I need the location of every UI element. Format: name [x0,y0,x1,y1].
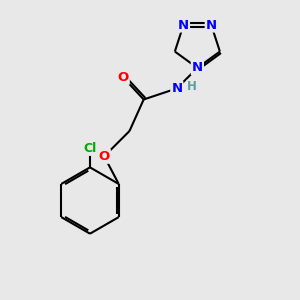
Text: O: O [118,71,129,84]
Text: H: H [187,80,197,93]
Text: Cl: Cl [83,142,97,155]
Text: N: N [171,82,182,95]
Text: N: N [192,61,203,74]
Text: N: N [178,19,189,32]
Text: O: O [99,150,110,163]
Text: N: N [206,19,217,32]
